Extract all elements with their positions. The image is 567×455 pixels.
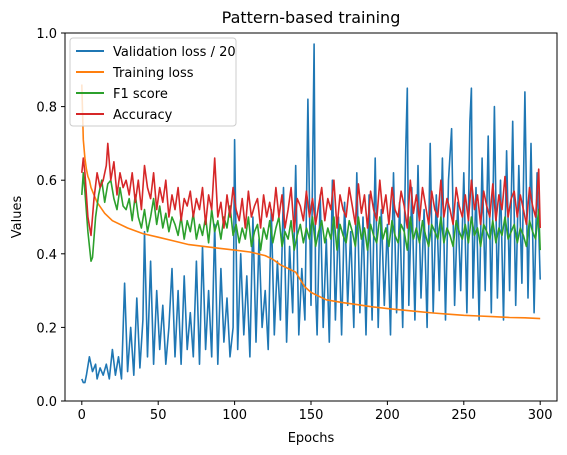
x-axis: 0 50 100 150 200 250 300 — [78, 401, 553, 423]
series-line-0 — [81, 43, 541, 384]
legend-entries: Validation loss / 20 Training loss F1 scor… — [76, 45, 236, 123]
x-tick-label: 200 — [375, 408, 400, 423]
series-line-3 — [81, 142, 541, 237]
chart-title: Pattern-based training — [222, 8, 401, 27]
series-layer — [81, 43, 541, 384]
x-tick-label: 250 — [451, 408, 476, 423]
legend-label-3: Accuracy — [113, 108, 173, 123]
y-axis-label: Values — [10, 196, 25, 239]
series-line-2 — [81, 172, 541, 263]
x-tick-label: 100 — [222, 408, 247, 423]
x-tick-label: 50 — [150, 408, 167, 423]
x-tick-label: 150 — [299, 408, 324, 423]
y-tick-label: 0.0 — [36, 395, 57, 410]
x-tick-label: 0 — [78, 408, 86, 423]
legend-box — [69, 37, 237, 127]
legend-label-0: Validation loss / 20 — [113, 45, 236, 60]
x-tick-label: 300 — [528, 408, 553, 423]
legend-label-1: Training loss — [112, 66, 194, 81]
y-tick-label: 1.0 — [36, 27, 57, 42]
y-tick-label: 0.6 — [36, 174, 57, 189]
y-tick-label: 0.8 — [36, 101, 57, 116]
y-axis: 0.0 0.2 0.4 0.6 0.8 1.0 — [36, 27, 65, 410]
legend: Validation loss / 20 Training loss F1 scor… — [69, 37, 237, 127]
y-tick-label: 0.4 — [36, 248, 57, 263]
x-axis-label: Epochs — [288, 431, 335, 446]
legend-label-2: F1 score — [113, 87, 168, 102]
y-tick-label: 0.2 — [36, 321, 57, 336]
